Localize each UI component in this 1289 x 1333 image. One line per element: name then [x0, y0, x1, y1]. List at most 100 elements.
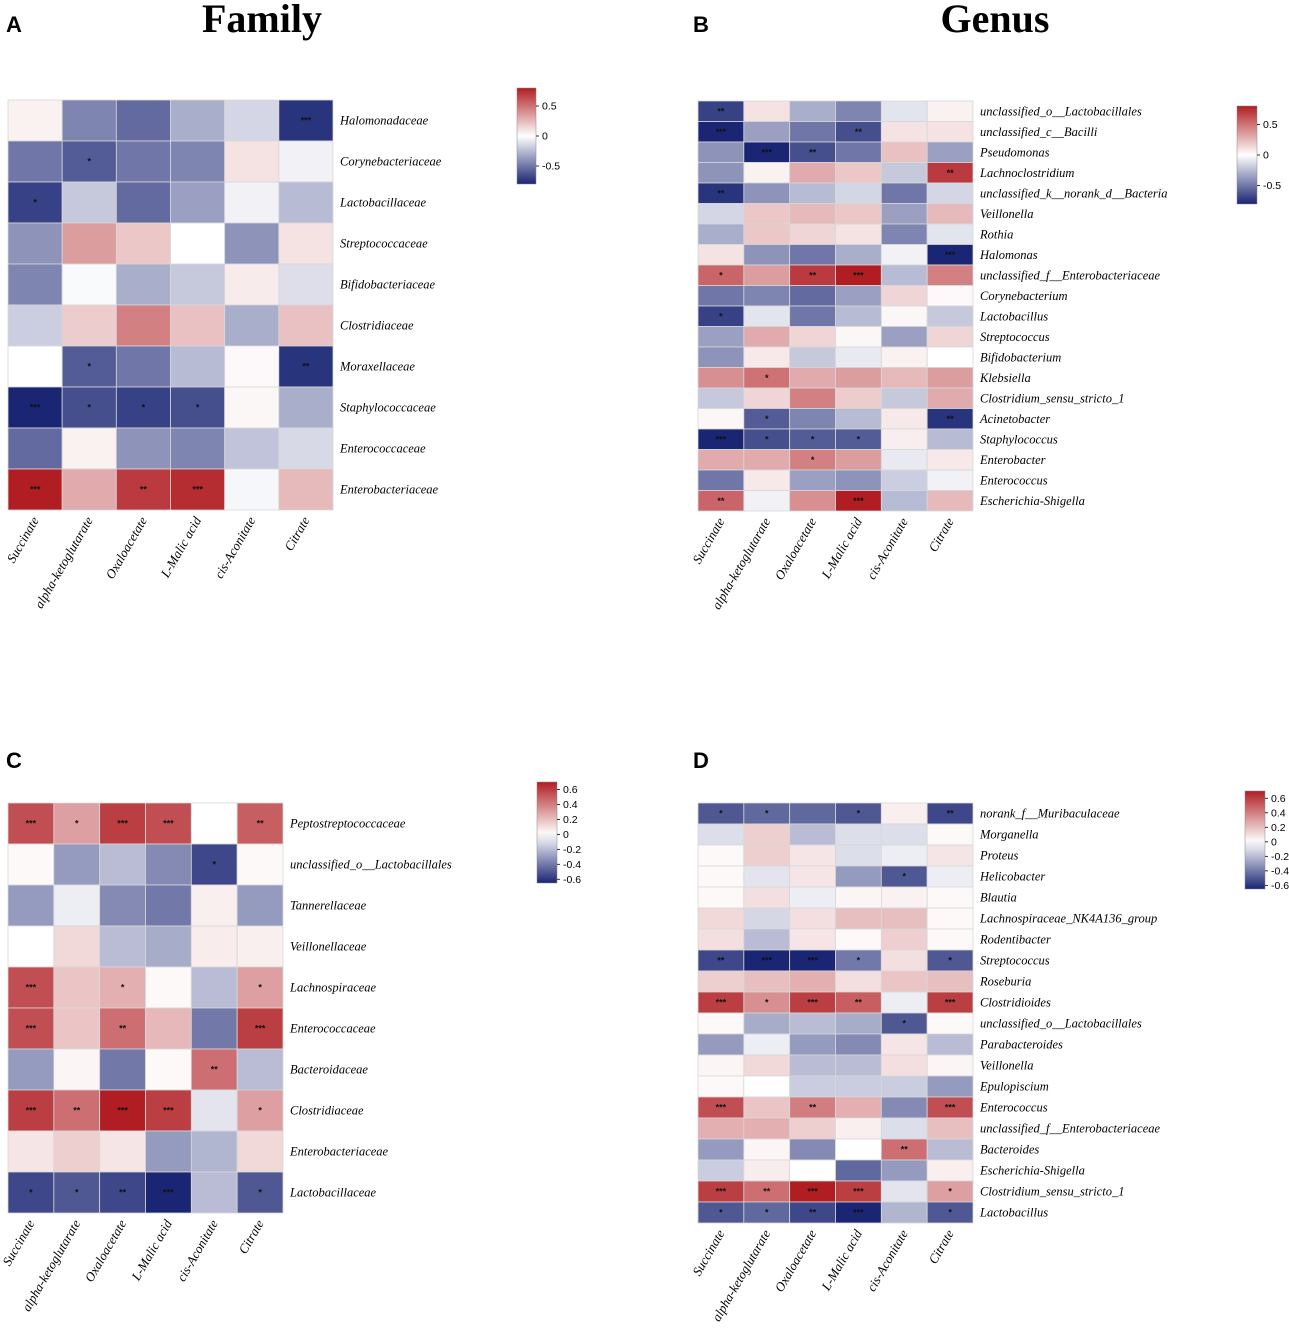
heatmap-cell: [835, 928, 882, 951]
heatmap-cell: [115, 304, 171, 347]
heatmap-cell: [835, 203, 882, 225]
heatmap-cell: [835, 346, 882, 368]
heatmap-cell: [190, 1048, 238, 1091]
heatmap-cell: [53, 843, 101, 886]
significance-mark: ***: [163, 819, 174, 829]
heatmap-cell: [926, 490, 974, 512]
significance-mark: *: [75, 1188, 79, 1198]
heatmap-cell: [743, 1138, 791, 1161]
heatmap-cell: [743, 1159, 791, 1182]
significance-mark: *: [765, 373, 769, 383]
heatmap-cell: [926, 1201, 974, 1224]
heatmap-cell: [190, 1007, 238, 1050]
heatmap-cell: [880, 141, 928, 163]
row-labels: norank_f__Muribaculaceae Morganella Proteu…: [979, 807, 1160, 1220]
significance-mark: ***: [30, 403, 41, 413]
heatmap-cell: [7, 181, 63, 224]
heatmap-cell: [99, 1048, 146, 1091]
heatmap-cell: [697, 449, 745, 471]
heatmap-cell: [697, 1054, 745, 1077]
significance-mark: ***: [192, 485, 203, 495]
heatmap-cell: [926, 326, 974, 348]
heatmap-cell: [789, 244, 836, 266]
significance-mark: ***: [26, 983, 37, 993]
colorbar-gradient: [1236, 105, 1258, 205]
column-label: Oxaloacetate: [102, 514, 150, 582]
heatmap-cell: [880, 428, 928, 450]
colorbar: 0.6 0.4 0.2 0 -0.2 -0.4 -0.6: [536, 781, 581, 886]
column-label: Succinate: [689, 515, 727, 566]
heatmap-cell: [880, 326, 928, 348]
heatmap-cell: [835, 886, 882, 909]
panel-b-genus-heatmap: B Genus***** ***** ********** ** ****** ***** *…: [689, 0, 1281, 612]
row-label: Enterococcaceae: [339, 442, 426, 456]
heatmap-cell: [224, 263, 280, 306]
heatmap-cell: [926, 346, 974, 368]
heatmap-cell: [99, 1007, 146, 1050]
heatmap-cell: [53, 884, 101, 927]
heatmap-cell: [835, 1075, 882, 1098]
heatmap-cell: [789, 387, 836, 409]
colorbar-tick-label: -0.6: [1271, 880, 1289, 892]
heatmap-cell: [789, 1012, 836, 1035]
column-label: Succinate: [689, 1227, 727, 1278]
row-label: Moraxellaceae: [339, 360, 415, 374]
significance-mark: ***: [716, 1187, 727, 1197]
heatmap-cell: [926, 1075, 974, 1098]
heatmap-cell: [170, 468, 226, 511]
heatmap-cell: [743, 886, 791, 909]
heatmap-cell: [53, 925, 101, 968]
significance-mark: ***: [853, 1187, 864, 1197]
row-label: Streptococcus: [980, 330, 1050, 344]
heatmap-cell: [278, 468, 334, 511]
heatmap-cell: [926, 449, 974, 471]
heatmap-cell: [170, 263, 226, 306]
heatmap-cell: [99, 1171, 146, 1214]
significance-mark: **: [257, 819, 265, 829]
heatmap-cell: [926, 121, 974, 143]
column-labels: Succinatealpha-ketoglutarateOxaloacetate…: [0, 1217, 267, 1314]
row-label: unclassified_f__Enterobacteriaceae: [980, 268, 1160, 282]
heatmap-cell: [835, 100, 882, 122]
heatmap-cell: [789, 907, 836, 930]
significance-mark: *: [87, 157, 91, 167]
column-label: cis-Aconitate: [864, 1227, 911, 1294]
heatmap-cell: [145, 1007, 192, 1050]
significance-mark: **: [809, 1103, 817, 1113]
significance-mark: **: [717, 956, 725, 966]
heatmap-cell: [190, 966, 238, 1009]
heatmap-cell: [115, 263, 171, 306]
row-label: Clostridium_sensu_stricto_1: [980, 391, 1124, 405]
heatmap-cell: [53, 966, 101, 1009]
heatmap-cell: [835, 970, 882, 993]
heatmap-cell: [115, 345, 171, 388]
row-label: Escherichia-Shigella: [979, 494, 1085, 508]
heatmap-cell: [743, 970, 791, 993]
heatmap-cell: [145, 1089, 192, 1132]
heatmap-cell: [880, 1033, 928, 1056]
colorbar-tick-label: -0.5: [1263, 180, 1281, 192]
heatmap-cell: [880, 1201, 928, 1224]
heatmap-cell: [835, 141, 882, 163]
column-label: Succinate: [0, 1217, 38, 1268]
significance-mark: *: [75, 819, 79, 829]
row-label: Proteus: [979, 849, 1019, 863]
significance-mark: *: [857, 434, 861, 444]
heatmap-cell: [789, 408, 836, 430]
heatmap-cell: [743, 1117, 791, 1140]
heatmap-cell: [697, 1117, 745, 1140]
significance-mark: **: [119, 1188, 127, 1198]
heatmap-cell: [53, 802, 101, 845]
heatmap-cell: [743, 1012, 791, 1035]
heatmap-cell: [926, 970, 974, 993]
row-label: Enterococcaceae: [289, 1022, 376, 1036]
heatmap-cell: [224, 140, 280, 183]
colorbar-tick-label: 0: [1263, 150, 1269, 162]
heatmap-cell: [926, 264, 974, 286]
row-labels: Halomonadaceae Corynebacteriaceae Lactobac…: [339, 114, 442, 497]
heatmap-cell: [743, 928, 791, 951]
heatmap-cell: [697, 203, 745, 225]
row-label: Halomonadaceae: [339, 114, 429, 128]
heatmap-cell: [880, 844, 928, 867]
significance-mark: *: [719, 311, 723, 321]
